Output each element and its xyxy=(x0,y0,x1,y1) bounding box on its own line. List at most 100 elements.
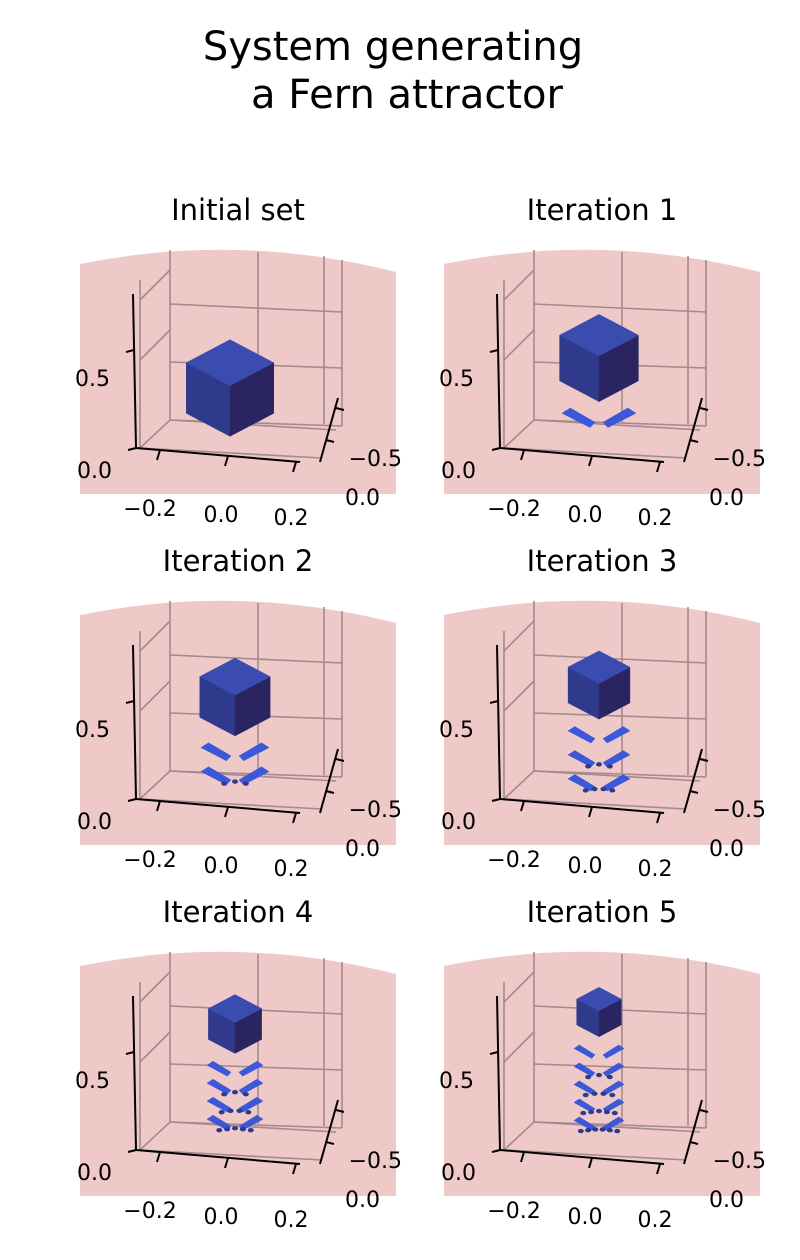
small-polyhedron xyxy=(609,1092,616,1098)
x-tick-label: −0.2 xyxy=(487,1199,540,1224)
small-polyhedron xyxy=(585,1074,592,1080)
x-tick-label: 0.2 xyxy=(274,857,309,882)
z-tick-mark xyxy=(489,700,499,704)
grid-line xyxy=(503,447,687,459)
y-tick-label: −0.5 xyxy=(713,1149,766,1174)
grid-line xyxy=(139,1149,323,1161)
x-tick-mark xyxy=(520,800,525,812)
x-tick-mark xyxy=(292,1163,297,1175)
y-tick-label: −0.5 xyxy=(349,1149,402,1174)
z-tick-label: 0.5 xyxy=(75,718,110,743)
z-axis-line xyxy=(132,293,137,449)
small-polyhedron xyxy=(232,1090,238,1095)
small-polyhedron xyxy=(216,1128,223,1133)
x-axis-line xyxy=(499,447,665,463)
z-tick-mark xyxy=(491,447,501,451)
leaf-polyhedron xyxy=(238,1096,264,1113)
z-tick-label: 0.5 xyxy=(439,367,474,392)
y-axis-line xyxy=(319,748,339,814)
grid-line xyxy=(139,620,171,652)
small-polyhedron xyxy=(236,1108,243,1114)
y-axis-line xyxy=(683,748,703,814)
z-tick-mark xyxy=(489,349,499,353)
leaf-polyhedron xyxy=(238,1114,264,1131)
leaf-polyhedron xyxy=(602,1062,625,1077)
y-tick-mark xyxy=(325,790,335,794)
x-tick-label: −0.2 xyxy=(487,848,540,873)
x-tick-mark xyxy=(156,800,161,812)
leaf-polyhedron xyxy=(567,726,596,744)
subplot-1: Initial set −0.2 0.0 0.2 −0.5 0.0 0.0 0.5 xyxy=(75,193,402,531)
small-polyhedron xyxy=(585,1128,592,1133)
leaf-polyhedron xyxy=(573,1062,596,1077)
small-polyhedron xyxy=(582,1092,589,1098)
small-polyhedron xyxy=(245,1110,252,1115)
x-tick-label: 0.2 xyxy=(274,1208,309,1233)
x-tick-label: 0.0 xyxy=(204,1205,239,1230)
x-tick-label: 0.2 xyxy=(638,1208,673,1233)
z-tick-mark xyxy=(127,1149,137,1153)
cube-top-face xyxy=(567,650,631,684)
small-polyhedron xyxy=(614,1128,621,1134)
small-polyhedron xyxy=(232,779,238,784)
leaf-polyhedron xyxy=(200,766,232,786)
x-tick-mark xyxy=(656,461,661,473)
small-polyhedron xyxy=(606,1074,613,1080)
small-polyhedron xyxy=(242,1092,249,1097)
leaf-polyhedron xyxy=(206,1078,232,1095)
x-tick-label: 0.0 xyxy=(568,503,603,528)
small-polyhedron xyxy=(247,1128,254,1133)
small-polyhedron xyxy=(600,1091,607,1096)
subplot-title: Iteration 2 xyxy=(163,544,314,578)
small-polyhedron xyxy=(588,1109,595,1115)
x-tick-mark xyxy=(224,1157,229,1169)
z-tick-label: 0.0 xyxy=(441,1161,476,1186)
leaf-polyhedron xyxy=(567,750,596,768)
y-tick-mark xyxy=(689,1141,699,1145)
leaf-polyhedron xyxy=(602,407,637,428)
grid-line xyxy=(533,712,707,720)
small-polyhedron xyxy=(591,786,598,792)
grid-line xyxy=(503,1149,687,1161)
z-axis-line xyxy=(132,995,137,1151)
y-tick-label: −0.5 xyxy=(713,798,766,823)
grid-line xyxy=(169,654,343,664)
x-tick-label: 0.2 xyxy=(638,506,673,531)
subplot-4: Iteration 3 −0.2 0.0 0.2 −0.5 0.0 0.0 0.5 xyxy=(439,544,766,882)
small-polyhedron xyxy=(580,1110,587,1116)
x-axis-line xyxy=(135,798,301,814)
x-tick-label: 0.0 xyxy=(568,1205,603,1230)
z-tick-mark xyxy=(491,798,501,802)
leaf-polyhedron xyxy=(567,774,596,792)
subplot-5: Iteration 4 −0.2 0.0 0.2 −0.5 0.0 0.0 0.5 xyxy=(75,895,402,1233)
y-tick-mark xyxy=(689,439,699,443)
grid-line xyxy=(533,419,701,431)
x-tick-mark xyxy=(588,1157,593,1169)
x-tick-mark xyxy=(656,812,661,824)
y-tick-label: 0.0 xyxy=(709,1188,744,1213)
z-tick-mark xyxy=(125,700,135,704)
leaf-polyhedron xyxy=(602,1080,625,1095)
small-polyhedron xyxy=(242,781,249,786)
small-polyhedron xyxy=(591,1091,598,1096)
y-axis-line xyxy=(319,1099,339,1165)
x-axis-line xyxy=(135,447,301,463)
z-tick-label: 0.5 xyxy=(439,1069,474,1094)
small-polyhedron xyxy=(600,786,607,792)
grid-line xyxy=(503,798,687,810)
small-polyhedron xyxy=(218,1110,225,1115)
x-tick-mark xyxy=(224,455,229,467)
leaf-polyhedron xyxy=(206,1114,232,1131)
subplot-2: Iteration 1 −0.2 0.0 0.2 −0.5 0.0 0.0 0.5 xyxy=(439,193,766,531)
x-tick-mark xyxy=(292,461,297,473)
x-tick-label: 0.0 xyxy=(204,503,239,528)
subplot-title: Iteration 3 xyxy=(527,544,678,578)
grid-line xyxy=(139,447,323,459)
small-polyhedron xyxy=(596,1108,602,1114)
leaf-polyhedron xyxy=(602,1044,625,1059)
z-tick-label: 0.5 xyxy=(439,718,474,743)
grid-line xyxy=(533,770,701,782)
x-tick-label: −0.2 xyxy=(123,497,176,522)
y-tick-mark xyxy=(335,1109,345,1113)
